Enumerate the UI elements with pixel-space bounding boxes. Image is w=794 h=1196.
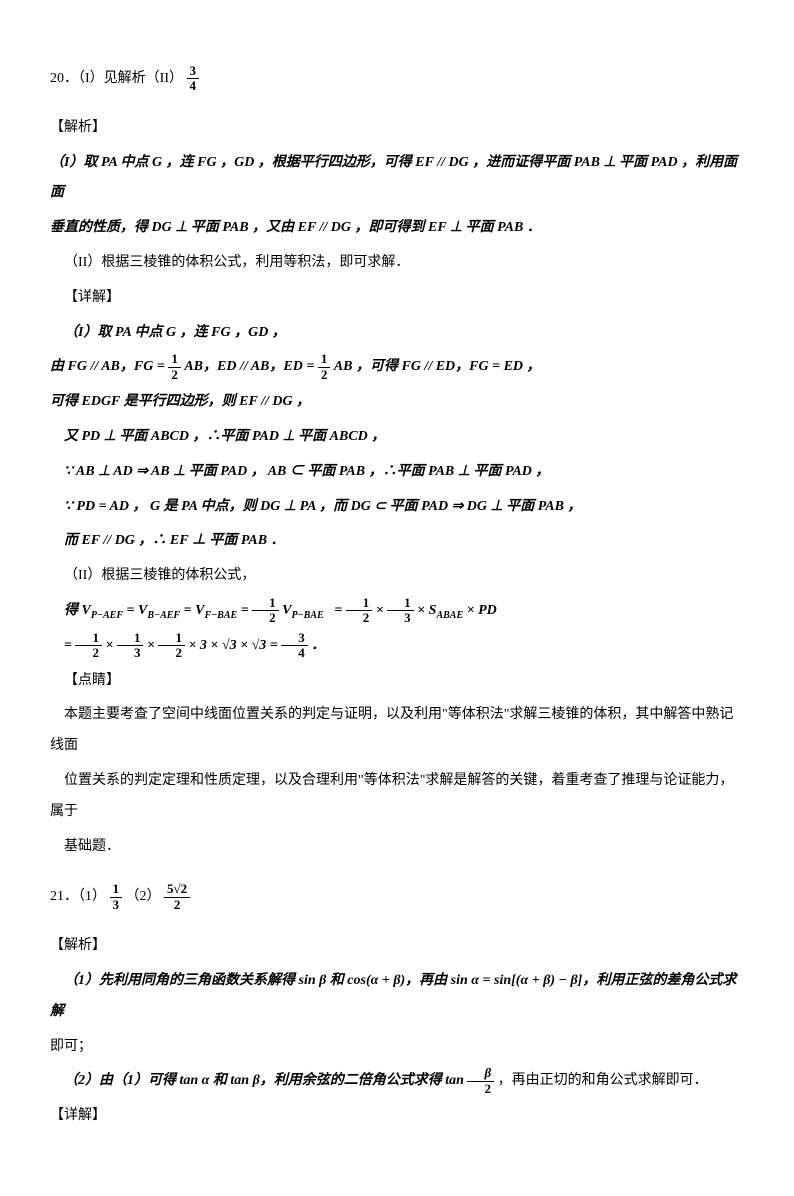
p20-vol-line2: = 12 × 13 × 12 × 3 × √3 × √3 = 34 ． bbox=[50, 631, 744, 662]
p20-xj-6: ∵ PD = AD ， G 是 PA 中点，则 DG ⊥ PA ，而 DG ⊂ … bbox=[50, 492, 744, 523]
p21-jx-2: （2）由（1）可得 tan α 和 tan β，利用余弦的二倍角公式求得 tan… bbox=[50, 1066, 744, 1097]
p21-frac2: 5√2 2 bbox=[164, 882, 190, 912]
xj2-mid1: AB，ED // AB，ED = bbox=[184, 359, 318, 374]
p20-jiexi-1: （I）取 PA 中点 G ，连 FG ，GD ，根据平行四边形，可得 EF //… bbox=[50, 148, 744, 210]
p21-jx2-frac: β 2 bbox=[467, 1066, 494, 1096]
p20-dj-3: 基础题． bbox=[50, 832, 744, 863]
xj2-frac2: 1 2 bbox=[318, 352, 331, 382]
p20-xj-1: （I）取 PA 中点 G ，连 FG ，GD ， bbox=[50, 318, 744, 349]
p20-xj-4: 又 PD ⊥ 平面 ABCD ，∴平面 PAD ⊥ 平面 ABCD ， bbox=[50, 422, 744, 453]
p20-header: 20．（I）见解析（II） 3 4 bbox=[50, 64, 744, 95]
p20-xj-5: ∵ AB ⊥ AD ⇒ AB ⊥ 平面 PAD ， AB ⊂ 平面 PAB ，∴… bbox=[50, 457, 744, 488]
p20-jiexi-label: 【解析】 bbox=[50, 113, 744, 144]
xj2-pre: 由 FG // AB，FG = bbox=[50, 359, 168, 374]
p20-xiangjie-label: 【详解】 bbox=[50, 283, 744, 314]
p20-jiexi-2: （II）根据三棱锥的体积公式，利用等积法，即可求解． bbox=[50, 248, 744, 279]
xj2-mid2: AB ，可得 FG // ED，FG = ED ， bbox=[334, 359, 541, 374]
p20-xj-8: （II）根据三棱锥的体积公式， bbox=[50, 561, 744, 592]
p20-dianjing-label: 【点睛】 bbox=[50, 666, 744, 697]
p21-xiangjie-label: 【详解】 bbox=[50, 1101, 744, 1132]
p21-header-mid: （2） bbox=[126, 889, 161, 904]
p20-jiexi-1b: 垂直的性质，得 DG ⊥ 平面 PAB ，又由 EF // DG ，即可得到 E… bbox=[50, 213, 744, 244]
p20-xj-7: 而 EF // DG ，∴ EF ⊥ 平面 PAB ． bbox=[50, 526, 744, 557]
p20-dj-1: 本题主要考查了空间中线面位置关系的判定与证明，以及利用"等体积法"求解三棱锥的体… bbox=[50, 700, 744, 762]
xj2-frac1: 1 2 bbox=[168, 352, 181, 382]
p20-xj-2: 由 FG // AB，FG = 1 2 AB，ED // AB，ED = 1 2… bbox=[50, 352, 744, 383]
p21-header: 21．（1） 1 3 （2） 5√2 2 bbox=[50, 882, 744, 913]
p20-header-prefix: 20．（I）见解析（II） bbox=[50, 71, 183, 86]
p20-xj-3: 可得 EDGF 是平行四边形，则 EF // DG ， bbox=[50, 387, 744, 418]
p21-jiexi-label: 【解析】 bbox=[50, 931, 744, 962]
p21-frac1: 1 3 bbox=[110, 882, 123, 912]
p21-jx-1b: 即可； bbox=[50, 1032, 744, 1063]
p21-header-prefix: 21．（1） bbox=[50, 889, 106, 904]
p20-vol-line1: 得 VP−AEF = VB−AEF = VF−BAE = 12 VP−BAE =… bbox=[50, 596, 744, 627]
p20-header-frac: 3 4 bbox=[187, 64, 200, 94]
p20-dj-2: 位置关系的判定定理和性质定理，以及合理利用"等体积法"求解是解答的关键，着重考查… bbox=[50, 766, 744, 828]
p21-jx-1: （1）先利用同角的三角函数关系解得 sin β 和 cos(α + β)，再由 … bbox=[50, 966, 744, 1028]
